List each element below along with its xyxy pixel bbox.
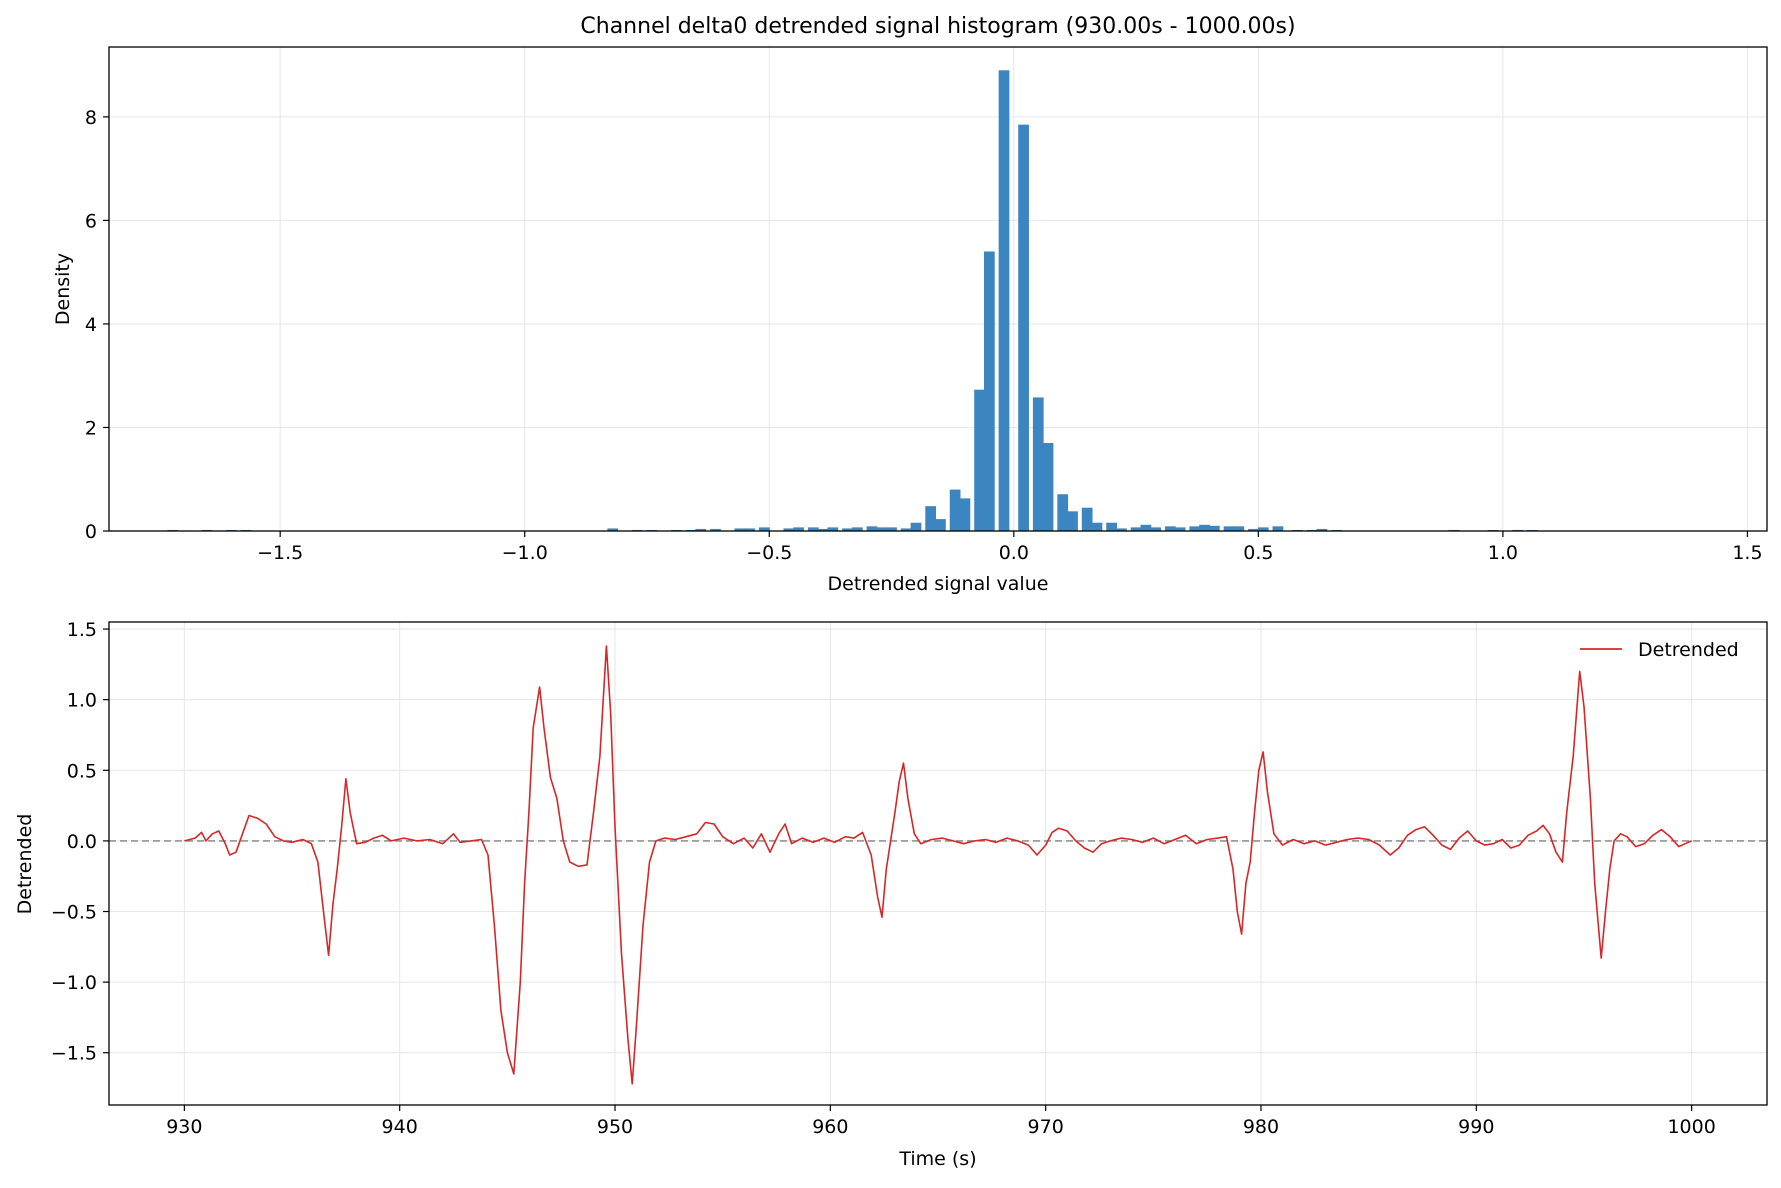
- timeseries-y-tick-label: 0.0: [67, 831, 97, 853]
- histogram-bar: [734, 528, 746, 531]
- histogram-y-tick-label: 4: [85, 314, 97, 336]
- timeseries-x-tick-label: 930: [166, 1116, 202, 1138]
- histogram-plot-frame: [108, 46, 1768, 532]
- histogram-bar: [695, 528, 707, 531]
- histogram-x-tick-label: −1.0: [502, 542, 548, 564]
- histogram-bar: [1272, 526, 1284, 531]
- histogram-x-ticks: −1.5 −1.0 −0.5 0.0 0.5 1.0 1.5: [257, 531, 1763, 564]
- legend: Detrended: [1580, 639, 1739, 661]
- histogram-bar: [935, 519, 946, 531]
- histogram-bar: [949, 489, 961, 531]
- histogram-bar: [983, 251, 995, 531]
- timeseries-x-tick-label: 940: [382, 1116, 418, 1138]
- histogram-bar: [1189, 526, 1201, 531]
- histogram-title: Channel delta0 detrended signal histogra…: [580, 14, 1295, 39]
- histogram-y-tick-label: 8: [85, 107, 97, 129]
- histogram-y-tick-label: 2: [85, 417, 97, 439]
- histogram-bar: [1130, 527, 1142, 531]
- histogram-bar: [827, 527, 839, 531]
- histogram-x-axis-label: Detrended signal value: [828, 573, 1049, 595]
- legend-entry-detrended: Detrended: [1638, 639, 1739, 661]
- timeseries-y-tick-label: 0.5: [67, 760, 97, 782]
- timeseries-y-tick-label: −0.5: [51, 902, 97, 924]
- timeseries-x-tick-label: 970: [1028, 1116, 1064, 1138]
- histogram-bar: [1257, 527, 1269, 531]
- histogram-bar: [793, 527, 804, 531]
- histogram-bar: [1116, 528, 1127, 531]
- timeseries-grid: [109, 622, 1767, 1105]
- histogram-y-axis-label: Density: [52, 253, 74, 325]
- histogram-bar: [1199, 524, 1210, 531]
- histogram-bar: [900, 528, 912, 531]
- histogram-bar: [807, 527, 819, 531]
- histogram-bar: [817, 528, 829, 531]
- histogram-bar: [876, 527, 888, 531]
- histogram-bar: [1248, 528, 1259, 531]
- histogram-bar: [998, 70, 1010, 531]
- histogram-bar: [744, 528, 756, 531]
- histogram-bar: [1081, 507, 1093, 531]
- histogram-bar: [1067, 511, 1078, 531]
- timeseries-x-ticks: 930 940 950 960 970 980 990 1000: [166, 1105, 1716, 1138]
- histogram-bar: [959, 498, 971, 531]
- histogram-y-ticks: 0 2 4 6 8: [85, 107, 109, 543]
- timeseries-x-tick-label: 950: [597, 1116, 633, 1138]
- histogram-y-tick-label: 6: [85, 210, 97, 232]
- timeseries-x-tick-label: 1000: [1667, 1116, 1715, 1138]
- detrended-series-line: [184, 645, 1692, 1085]
- histogram-bar: [1316, 528, 1328, 531]
- timeseries-panel: 930 940 950 960 970 980 990 1000 −1.5 −1.0 −0.5 0.…: [14, 619, 1768, 1170]
- histogram-bar: [783, 528, 795, 531]
- histogram-bar: [607, 528, 619, 531]
- histogram-bar: [866, 526, 878, 531]
- histogram-bar: [1057, 494, 1069, 531]
- timeseries-y-tick-label: 1.0: [67, 690, 97, 712]
- histogram-bar: [910, 522, 922, 531]
- histogram-bar: [925, 506, 937, 531]
- histogram-x-tick-label: 0.0: [999, 542, 1029, 564]
- histogram-bar: [1018, 124, 1029, 531]
- timeseries-plot-frame: [108, 621, 1768, 1106]
- histogram-bar: [1150, 527, 1162, 531]
- timeseries-x-tick-label: 980: [1243, 1116, 1279, 1138]
- histogram-bar: [851, 527, 863, 531]
- histogram-bar: [1174, 527, 1186, 531]
- histogram-x-tick-label: 1.5: [1732, 542, 1762, 564]
- timeseries-x-tick-label: 990: [1458, 1116, 1494, 1138]
- histogram-bar: [710, 528, 721, 531]
- histogram-y-tick-label: 0: [85, 521, 97, 543]
- histogram-bar: [1091, 522, 1103, 531]
- histogram-x-tick-label: −0.5: [746, 542, 792, 564]
- histogram-bar: [974, 389, 985, 531]
- histogram-bar: [1233, 526, 1245, 531]
- timeseries-y-ticks: −1.5 −1.0 −0.5 0.0 0.5 1.0 1.5: [51, 619, 109, 1065]
- histogram-bars: [167, 70, 1538, 531]
- histogram-bar: [1042, 443, 1054, 531]
- timeseries-x-axis-label: Time (s): [898, 1148, 976, 1170]
- histogram-bar: [1106, 522, 1117, 531]
- histogram-grid: [109, 47, 1767, 532]
- timeseries-y-tick-label: −1.5: [51, 1043, 97, 1065]
- histogram-bar: [1223, 526, 1235, 531]
- histogram-bar: [886, 527, 897, 531]
- histogram-bar: [1140, 524, 1152, 531]
- timeseries-y-tick-label: −1.0: [51, 972, 97, 994]
- histogram-bar: [1032, 397, 1044, 531]
- histogram-x-tick-label: 1.0: [1488, 542, 1518, 564]
- histogram-x-tick-label: −1.5: [257, 542, 303, 564]
- timeseries-y-axis-label: Detrended: [14, 814, 36, 915]
- histogram-bar: [842, 528, 853, 531]
- histogram-bar: [1164, 526, 1176, 531]
- timeseries-x-tick-label: 960: [812, 1116, 848, 1138]
- histogram-bar: [759, 527, 770, 531]
- histogram-x-tick-label: 0.5: [1243, 542, 1273, 564]
- histogram-panel: Channel delta0 detrended signal histogra…: [52, 14, 1768, 595]
- timeseries-y-tick-label: 1.5: [67, 619, 97, 641]
- histogram-bar: [1208, 525, 1220, 531]
